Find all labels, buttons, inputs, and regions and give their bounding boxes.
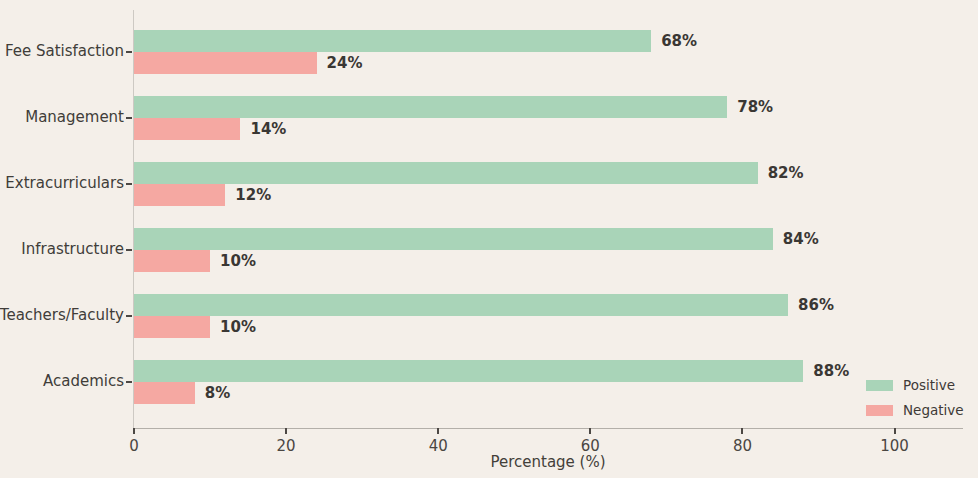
positive-bar xyxy=(134,228,773,250)
bar-value-label: 88% xyxy=(813,360,849,382)
bar-value-label: 78% xyxy=(737,96,773,118)
legend-label-negative: Negative xyxy=(903,402,964,418)
y-axis-tick xyxy=(126,117,132,119)
negative-bar xyxy=(134,118,240,140)
positive-bar xyxy=(134,360,803,382)
positive-bar xyxy=(134,96,727,118)
x-axis-tick xyxy=(894,428,896,434)
negative-bar xyxy=(134,52,317,74)
y-axis-category-label: Teachers/Faculty xyxy=(0,306,124,325)
y-axis-category-label: Academics xyxy=(0,372,124,391)
positive-bar xyxy=(134,30,651,52)
bar-value-label: 24% xyxy=(327,52,363,74)
x-axis-spine xyxy=(133,428,963,429)
x-axis-tick-label: 100 xyxy=(880,437,909,455)
positive-bar xyxy=(134,294,788,316)
x-axis-tick xyxy=(133,428,135,434)
legend-item-negative: Negative xyxy=(866,402,964,418)
bar-value-label: 14% xyxy=(250,118,286,140)
x-axis-tick xyxy=(741,428,743,434)
y-axis-tick xyxy=(126,315,132,317)
bar-value-label: 82% xyxy=(768,162,804,184)
x-axis-tick xyxy=(589,428,591,434)
survey-bar-chart-figure: Percentage (%) Positive Negative Fee Sati… xyxy=(0,0,978,478)
x-axis-tick xyxy=(437,428,439,434)
bar-value-label: 12% xyxy=(235,184,271,206)
y-axis-tick xyxy=(126,183,132,185)
negative-bar xyxy=(134,382,195,404)
y-axis-tick xyxy=(126,249,132,251)
legend: Positive Negative xyxy=(866,377,964,418)
negative-bar xyxy=(134,184,225,206)
bar-value-label: 10% xyxy=(220,316,256,338)
y-axis-category-label: Management xyxy=(0,108,124,127)
x-axis-tick-label: 60 xyxy=(581,437,600,455)
negative-bar xyxy=(134,250,210,272)
y-axis-category-label: Infrastructure xyxy=(0,240,124,259)
bar-value-label: 10% xyxy=(220,250,256,272)
x-axis-tick-label: 40 xyxy=(429,437,448,455)
legend-label-positive: Positive xyxy=(903,377,955,393)
legend-swatch-positive xyxy=(866,380,893,391)
bar-value-label: 8% xyxy=(205,382,230,404)
x-axis-tick-label: 20 xyxy=(277,437,296,455)
legend-item-positive: Positive xyxy=(866,377,964,393)
x-axis-tick-label: 0 xyxy=(129,437,139,455)
negative-bar xyxy=(134,316,210,338)
bar-value-label: 84% xyxy=(783,228,819,250)
x-axis-tick xyxy=(285,428,287,434)
y-axis-tick xyxy=(126,381,132,383)
y-axis-tick xyxy=(126,51,132,53)
y-axis-category-label: Fee Satisfaction xyxy=(0,42,124,61)
positive-bar xyxy=(134,162,758,184)
bar-value-label: 86% xyxy=(798,294,834,316)
x-axis-title: Percentage (%) xyxy=(133,453,963,471)
legend-swatch-negative xyxy=(866,405,893,416)
x-axis-tick-label: 80 xyxy=(733,437,752,455)
y-axis-category-label: Extracurriculars xyxy=(0,174,124,193)
bar-value-label: 68% xyxy=(661,30,697,52)
